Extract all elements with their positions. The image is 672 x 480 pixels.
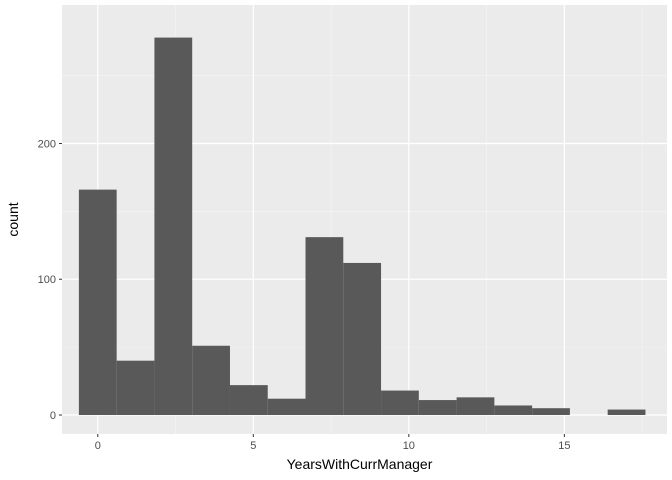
x-tick-label: 5 — [250, 440, 256, 452]
histogram-bar-10 — [456, 397, 495, 415]
histogram-bar-1 — [116, 360, 155, 415]
histogram-bar-2 — [154, 37, 193, 415]
histogram-bar-7 — [343, 262, 382, 415]
y-tick-label: 100 — [38, 274, 56, 286]
histogram-bar-6 — [305, 237, 344, 415]
histogram-bar-14 — [607, 409, 646, 415]
histogram-bar-9 — [418, 400, 457, 415]
histogram-bar-0 — [78, 189, 117, 415]
major-grid — [62, 5, 667, 434]
x-tick-label: 15 — [558, 440, 570, 452]
histogram-bar-11 — [494, 405, 533, 415]
histogram-bars — [78, 37, 646, 415]
y-tick-label: 0 — [50, 410, 56, 422]
x-axis-title: YearsWithCurrManager — [287, 456, 433, 472]
histogram-bar-12 — [532, 408, 570, 415]
y-axis-title: count — [5, 202, 21, 236]
y-tick-label: 200 — [38, 138, 56, 150]
histogram-bar-5 — [267, 398, 306, 415]
histogram-bar-3 — [192, 345, 230, 415]
histogram-bar-4 — [229, 385, 268, 415]
x-tick-label: 0 — [95, 440, 101, 452]
y-axis: 0 100 200 — [38, 138, 62, 422]
histogram-bar-8 — [381, 390, 419, 415]
x-axis: 0 5 10 15 — [95, 434, 570, 452]
x-tick-label: 10 — [403, 440, 415, 452]
